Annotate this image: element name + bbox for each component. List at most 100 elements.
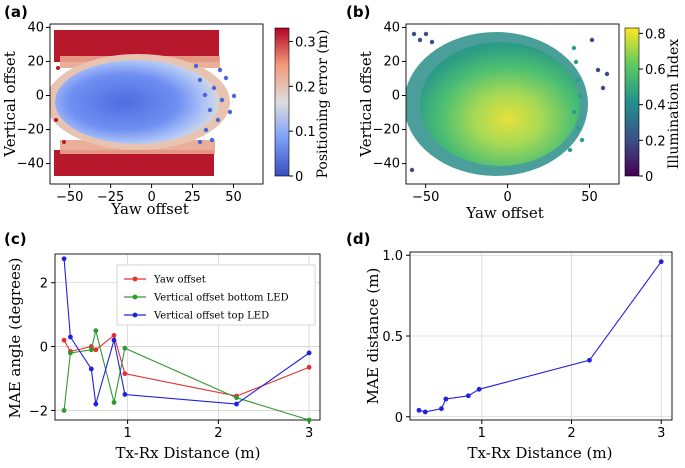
series-point [61, 337, 67, 343]
panel-c-series [61, 256, 312, 423]
series-line [63, 258, 310, 405]
x-tick-label: 50 [581, 190, 598, 205]
series-point [476, 386, 482, 392]
x-tick-label: 3 [305, 426, 313, 441]
series-point [93, 328, 99, 334]
panel-a-colorbar-label: Positioning error (m) [315, 30, 331, 179]
x-tick-label: −25 [97, 190, 124, 205]
panel-b-y-label: Vertical offset [357, 51, 375, 158]
series-point [416, 407, 422, 413]
panel-b-high-illumination-region [420, 42, 580, 166]
panel-b: (b) −50 0 50 40 20 0 −20 −40 Yaw offset Vertic… [346, 3, 682, 222]
colorbar-tick-label: 0 [295, 170, 303, 185]
series-point [111, 333, 117, 338]
series-point [122, 345, 128, 351]
panel-d-y-label: MAE distance (m) [364, 268, 382, 405]
colorbar-tick-label: 0.6 [645, 63, 666, 78]
colorbar-tick-label: 0 [645, 170, 653, 185]
panel-b-plot-area [405, 23, 620, 185]
panel-d-x-label: Tx-Rx Distance (m) [468, 444, 613, 462]
series-point [68, 334, 73, 340]
y-tick-label: 1.0 [382, 249, 403, 264]
panel-c-x-axis: 1 2 3 [123, 420, 313, 441]
series-point [61, 408, 67, 413]
panel-b-colorbar-ticks: 0 0.2 0.4 0.6 0.8 [639, 27, 666, 185]
series-point [122, 371, 128, 377]
series-point [88, 347, 94, 353]
panel-b-label: (b) [346, 3, 370, 21]
panel-a-y-label: Vertical offset [1, 51, 19, 158]
series-point [439, 406, 444, 412]
panel-a-x-axis: −50 −25 0 25 50 [56, 184, 242, 205]
series-point [422, 409, 428, 415]
series-point [234, 401, 239, 407]
series-line [63, 330, 310, 421]
series-point [306, 364, 312, 370]
panel-a-colorbar-ticks: 0 0.1 0.2 0.3 [289, 35, 316, 185]
legend-label: Yaw offset [153, 275, 206, 286]
x-tick-label: 1 [478, 426, 486, 441]
panel-a-y-axis: 40 20 0 −20 −40 [17, 20, 50, 172]
series-point [306, 350, 312, 356]
series-point [88, 366, 94, 372]
series-line [63, 334, 310, 397]
panel-d-series [416, 259, 664, 415]
y-tick-label: −20 [17, 123, 44, 138]
x-tick-label: 25 [184, 190, 201, 205]
series-point [68, 350, 73, 356]
y-tick-label: 0 [392, 88, 400, 103]
series-point [111, 400, 117, 405]
colorbar-tick-label: 0.3 [295, 35, 316, 50]
y-tick-label: 0 [40, 341, 48, 356]
panel-a-low-error-region [55, 60, 219, 144]
panel-c-y-label: MAE angle (degrees) [6, 258, 24, 419]
y-tick-label: −40 [17, 157, 44, 172]
series-point [306, 417, 312, 423]
panel-a-x-label: Yaw offset [110, 200, 189, 218]
colorbar-tick-label: 0.2 [295, 80, 316, 95]
x-tick-label: 2 [567, 426, 575, 441]
panel-c-plot-area [54, 253, 321, 421]
y-tick-label: 2 [40, 277, 48, 292]
series-point [93, 401, 99, 407]
panel-b-outlier-points [409, 31, 610, 173]
panel-b-colorbar [624, 27, 640, 177]
series-point [111, 337, 117, 343]
x-tick-label: −50 [412, 190, 439, 205]
panel-a-plot-area [49, 23, 264, 185]
x-tick-label: 50 [225, 190, 242, 205]
panel-c-y-axis: 2 0 −2 [29, 277, 55, 419]
y-tick-label: −2 [29, 404, 48, 419]
panel-a-colorbar [274, 27, 290, 177]
panel-b-x-axis: −50 0 50 [412, 184, 598, 205]
panel-c-legend-box [116, 264, 316, 326]
panel-c-x-label: Tx-Rx Distance (m) [116, 444, 261, 462]
legend-label: Vertical offset top LED [153, 311, 269, 322]
y-tick-label: 0 [395, 411, 403, 426]
panel-d-x-axis: 1 2 3 [478, 420, 665, 441]
x-tick-label: 2 [214, 426, 222, 441]
panel-c-legend: Yaw offset Vertical offset bottom LED Vert… [116, 264, 316, 326]
panel-b-y-axis: 40 20 0 −20 −40 [373, 20, 406, 172]
panel-d-grid [410, 252, 672, 420]
panel-d: (d) 1 2 3 1.0 0.5 0 Tx-Rx Distance (m) MAE d… [346, 230, 673, 462]
series-point [658, 259, 664, 265]
series-point [61, 256, 67, 262]
series-line [418, 261, 662, 413]
colorbar-tick-label: 0.4 [645, 99, 666, 114]
x-tick-label: 0 [503, 190, 511, 205]
y-tick-label: 20 [383, 54, 400, 69]
colorbar-tick-label: 0.1 [295, 125, 316, 140]
panel-b-density-field [406, 31, 610, 176]
legend-marker [132, 312, 138, 318]
legend-marker [132, 276, 138, 282]
panel-c-label: (c) [4, 230, 27, 248]
y-tick-label: 40 [383, 20, 400, 35]
y-tick-label: −20 [373, 123, 400, 138]
series-point [443, 396, 449, 402]
y-tick-label: 0 [36, 88, 44, 103]
colorbar-tick-label: 0.8 [645, 27, 666, 42]
panel-b-x-label: Yaw offset [465, 204, 544, 222]
panel-d-y-axis: 1.0 0.5 0 [382, 249, 410, 426]
